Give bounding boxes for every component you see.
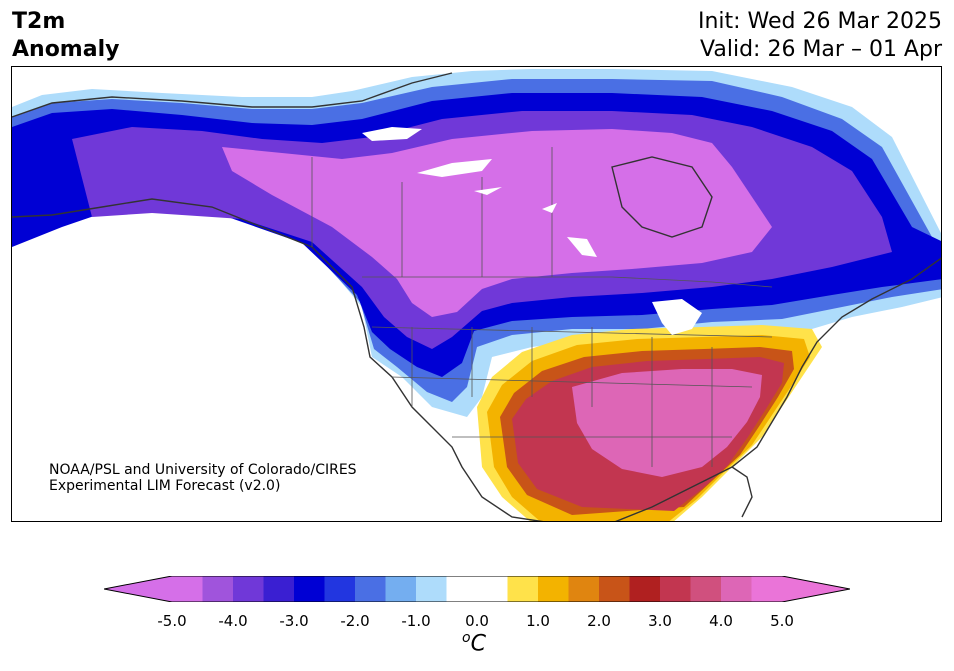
colorbar-tick-label: -3.0 bbox=[279, 612, 309, 630]
colorbar-tick-label: 1.0 bbox=[526, 612, 550, 630]
unit-base: C bbox=[470, 631, 486, 657]
title-line-1: T2m bbox=[12, 9, 66, 34]
colorbar bbox=[104, 576, 850, 602]
borders bbox=[311, 147, 773, 467]
colorbar-tick-label: -1.0 bbox=[401, 612, 431, 630]
colorbar-bin bbox=[568, 576, 600, 602]
colorbar-bin bbox=[507, 576, 539, 602]
colorbar-tick-label: 0.0 bbox=[465, 612, 489, 630]
colorbar-bin bbox=[660, 576, 691, 602]
forecast-dates: Init: Wed 26 Mar 2025 Valid: 26 Mar – 01… bbox=[698, 8, 942, 64]
colorbar-bin bbox=[385, 576, 417, 602]
colorbar-tick-label: 4.0 bbox=[709, 612, 733, 630]
colorbar-bin bbox=[477, 576, 508, 602]
coastlines bbox=[12, 72, 941, 521]
colorbar-bin bbox=[446, 576, 478, 602]
colorbar-bin bbox=[233, 576, 264, 602]
colorbar-bin bbox=[416, 576, 447, 602]
colorbar-extend-low bbox=[104, 576, 172, 602]
colorbar-tick-label: 5.0 bbox=[770, 612, 794, 630]
anomaly-region-pink bbox=[572, 369, 762, 477]
colorbar-bin bbox=[629, 576, 661, 602]
colorbar-bin bbox=[599, 576, 630, 602]
colorbar-bin bbox=[538, 576, 569, 602]
colorbar-bins bbox=[172, 576, 783, 602]
map-svg bbox=[12, 67, 941, 521]
colorbar-bin bbox=[202, 576, 234, 602]
credit-line-2: Experimental LIM Forecast (v2.0) bbox=[49, 478, 281, 494]
colorbar-tick-label: 3.0 bbox=[648, 612, 672, 630]
anomaly-map bbox=[11, 66, 942, 522]
colorbar-bin bbox=[355, 576, 386, 602]
unit-degree: o bbox=[462, 630, 471, 646]
credit-line-1: NOAA/PSL and University of Colorado/CIRE… bbox=[49, 462, 357, 478]
valid-dates: Valid: 26 Mar – 01 Apr bbox=[700, 37, 942, 62]
colorbar-tick-label: -5.0 bbox=[157, 612, 187, 630]
colorbar-bin bbox=[721, 576, 752, 602]
colorbar-bin bbox=[263, 576, 295, 602]
colorbar-bin bbox=[172, 576, 203, 602]
colorbar-tick-label: -2.0 bbox=[340, 612, 370, 630]
unit-label: oC bbox=[462, 630, 486, 656]
colorbar-bin bbox=[324, 576, 356, 602]
map-title: T2m Anomaly bbox=[12, 8, 119, 64]
title-line-2: Anomaly bbox=[12, 37, 120, 62]
colorbar-extend-high bbox=[782, 576, 850, 602]
colorbar-bin bbox=[751, 576, 783, 602]
lakes bbox=[362, 127, 702, 335]
colorbar-tick-label: 2.0 bbox=[587, 612, 611, 630]
credit-text: NOAA/PSL and University of Colorado/CIRE… bbox=[49, 462, 357, 494]
colorbar-bin bbox=[690, 576, 722, 602]
init-date: Init: Wed 26 Mar 2025 bbox=[697, 9, 942, 34]
colorbar-tick-label: -4.0 bbox=[218, 612, 248, 630]
colorbar-bin bbox=[294, 576, 325, 602]
anomaly-region-violet bbox=[222, 129, 772, 317]
